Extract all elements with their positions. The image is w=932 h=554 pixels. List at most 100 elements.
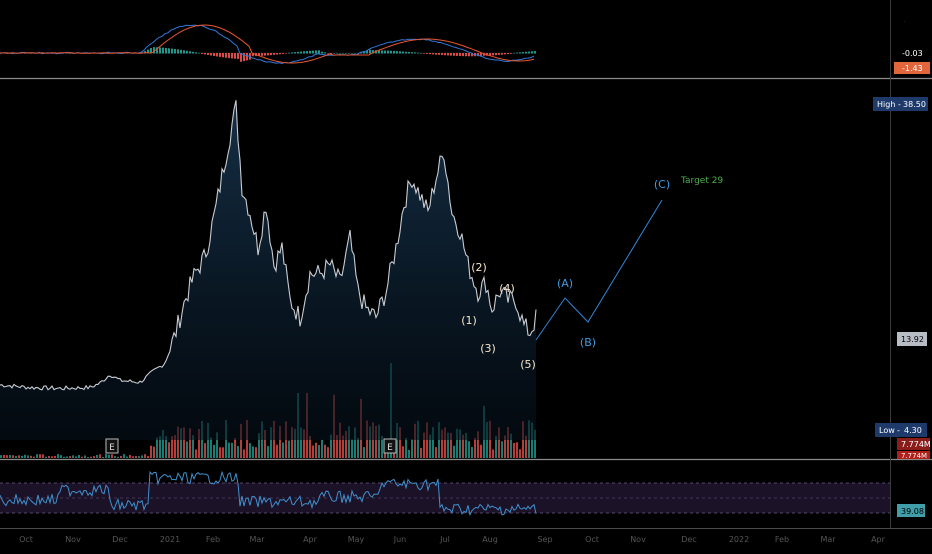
rsi-panel xyxy=(0,470,537,517)
macd-hist-bar xyxy=(522,52,524,54)
volume-bar xyxy=(165,436,167,458)
volume-bar xyxy=(219,447,221,458)
volume-bar xyxy=(204,443,206,458)
svg-text:High: High xyxy=(877,100,895,109)
macd-hist-bar xyxy=(366,50,368,54)
volume-bar xyxy=(21,455,23,458)
volume-bar xyxy=(399,427,401,458)
volume-bar xyxy=(324,444,326,458)
volume-bar xyxy=(465,433,467,458)
svg-text:7.774M: 7.774M xyxy=(901,440,931,449)
macd-hist-bar xyxy=(276,53,278,55)
macd-hist-bar xyxy=(24,53,26,54)
volume-bar xyxy=(228,442,230,458)
macd-hist-bar xyxy=(390,50,392,54)
macd-hist-bar xyxy=(459,53,461,57)
volume-bar xyxy=(294,428,296,458)
macd-hist-bar xyxy=(501,53,503,55)
macd-hist-bar xyxy=(282,53,284,54)
volume-bar xyxy=(414,423,416,458)
macd-hist-bar xyxy=(291,52,293,54)
macd-hist-bar xyxy=(318,50,320,54)
volume-bar xyxy=(411,439,413,458)
volume-bar xyxy=(531,422,533,458)
volume-bar xyxy=(501,441,503,458)
volume-bar xyxy=(69,456,71,458)
volume-bar xyxy=(309,435,311,458)
macd-hist-bar xyxy=(399,51,401,54)
volume-bar xyxy=(3,454,5,458)
earnings-marker-2[interactable]: E xyxy=(383,438,397,454)
volume-bar xyxy=(492,449,494,458)
macd-hist-bar xyxy=(498,53,500,55)
volume-bar xyxy=(0,455,2,458)
macd-hist-bar xyxy=(153,47,155,54)
macd-hist-bar xyxy=(159,47,161,54)
macd-hist-bar xyxy=(462,53,464,57)
macd-hist-bar xyxy=(231,53,233,59)
volume-bar xyxy=(432,427,434,458)
macd-hist-bar xyxy=(381,50,383,54)
macd-hist-bar xyxy=(204,53,206,55)
volume-bar xyxy=(183,427,185,458)
high-label: High - 38.50 xyxy=(873,97,928,111)
macd-hist-bar xyxy=(297,51,299,54)
volume-bar xyxy=(60,455,62,458)
volume-bar xyxy=(75,456,77,458)
macd-hist-bar xyxy=(234,53,236,59)
macd-hist-bar xyxy=(192,51,194,54)
macd-hist-bar xyxy=(393,50,395,54)
volume-bar xyxy=(288,440,290,458)
volume-bar xyxy=(198,429,200,458)
macd-hist-bar xyxy=(201,53,203,54)
volume-bar xyxy=(435,447,437,458)
volume-bar xyxy=(282,442,284,458)
volume-bar xyxy=(354,427,356,458)
macd-hist-bar xyxy=(174,48,176,54)
macd-hist-bar xyxy=(372,50,374,54)
macd-hist-bar xyxy=(216,53,218,57)
macd-hist-bar xyxy=(339,53,341,54)
volume-bar xyxy=(249,443,251,458)
volume-bar xyxy=(345,430,347,458)
volume-bar xyxy=(480,444,482,458)
volume-bar xyxy=(51,456,53,458)
time-axis-label: Oct xyxy=(585,535,599,544)
macd-hist-bar xyxy=(165,47,167,54)
time-axis-label: Apr xyxy=(303,535,318,544)
volume-bar xyxy=(27,455,29,458)
volume-bar xyxy=(78,455,80,458)
macd-hist-bar xyxy=(330,53,332,55)
volume-bar xyxy=(195,449,197,458)
volume-bar xyxy=(258,433,260,458)
volume-bar xyxy=(96,455,98,458)
volume-bar xyxy=(381,435,383,458)
volume-bar xyxy=(114,456,116,458)
macd-hist-bar xyxy=(465,53,467,57)
low-label: Low - 4.30 xyxy=(875,423,927,437)
macd-value-label: -0.03 xyxy=(894,47,930,59)
volume-bar xyxy=(9,454,11,458)
macd-hist-bar xyxy=(183,50,185,54)
volume-bar xyxy=(132,456,134,458)
macd-hist-bar xyxy=(279,53,281,55)
earnings-marker-1[interactable]: E xyxy=(105,438,119,454)
volume-bar xyxy=(375,426,377,458)
macd-hist-bar xyxy=(513,52,515,54)
volume-bar xyxy=(477,431,479,458)
wave-label-5: (5) xyxy=(520,358,536,371)
macd-hist-bar xyxy=(510,53,512,54)
svg-text:E: E xyxy=(387,443,393,453)
volume-bar xyxy=(66,456,68,458)
macd-hist-bar xyxy=(312,50,314,54)
wave-label-3: (3) xyxy=(480,342,496,355)
projection-wave-line xyxy=(535,199,663,341)
macd-hist-bar xyxy=(363,51,365,54)
time-axis-label: Aug xyxy=(482,535,498,544)
volume-bar xyxy=(420,447,422,458)
macd-hist-bar xyxy=(480,53,482,56)
volume-bar xyxy=(462,434,464,458)
macd-hist-bar xyxy=(306,51,308,54)
